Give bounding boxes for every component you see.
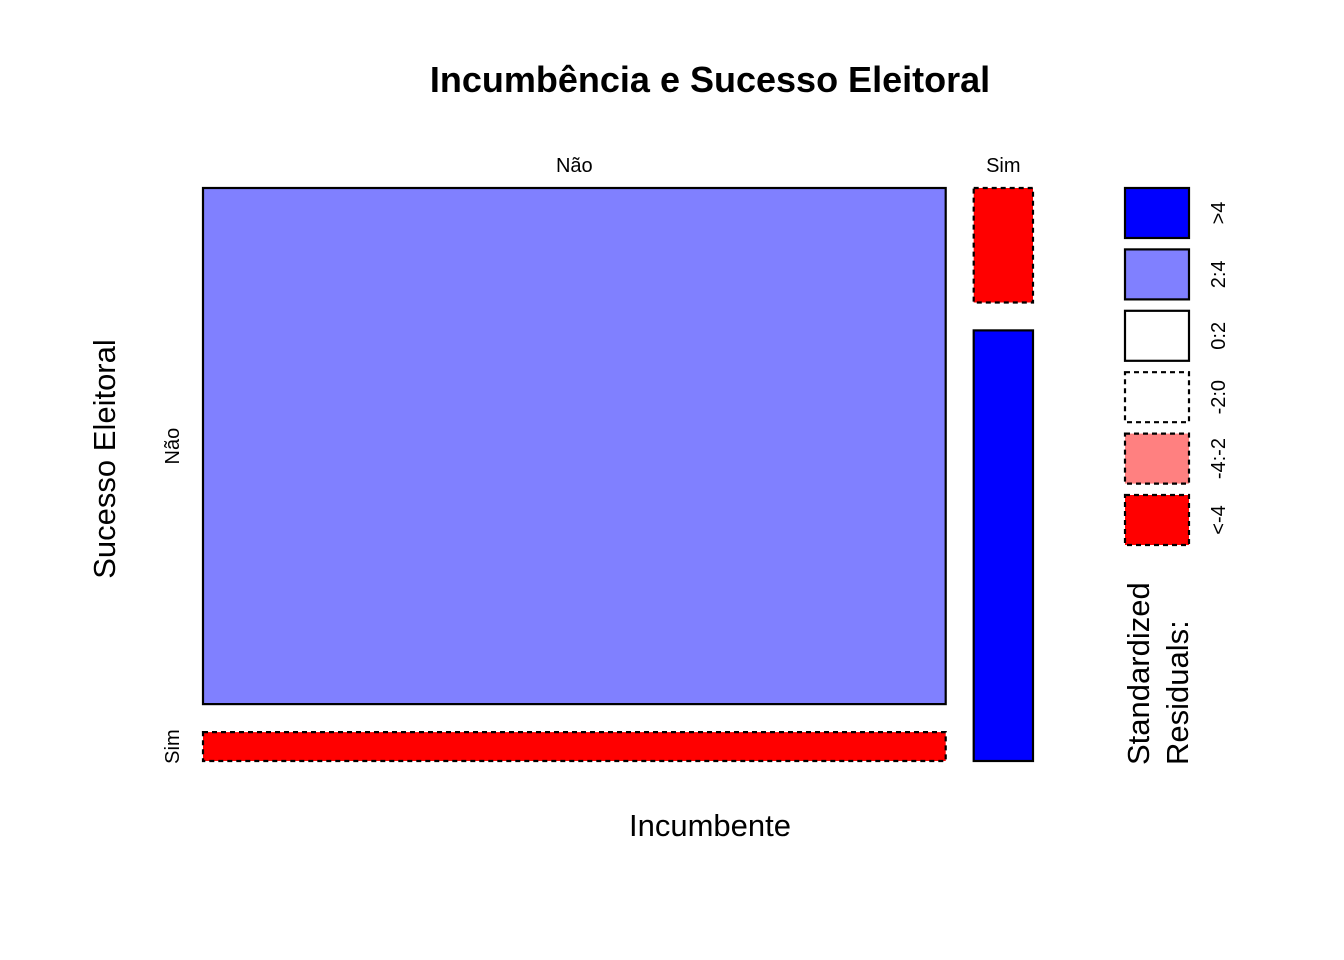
legend-label-2to4: 2:4 xyxy=(1208,260,1230,288)
legend-swatch-ltneg4 xyxy=(1123,493,1191,547)
legend-title-line-2: Residuals: xyxy=(1160,620,1195,765)
mosaic-cells xyxy=(201,186,1035,763)
legend-label-neg4toneg2: -4:-2 xyxy=(1208,438,1230,479)
x-axis-label: Incumbente xyxy=(629,808,791,843)
legend-swatch-gt4 xyxy=(1123,186,1191,240)
row-labels: Não Sim xyxy=(162,428,184,764)
legend-title-line-1: Standardized xyxy=(1121,582,1156,765)
column-label-sim: Sim xyxy=(986,155,1020,177)
row-label-nao: Não xyxy=(162,428,184,465)
cell-nao-sim xyxy=(201,730,947,763)
column-labels: Não Sim xyxy=(556,155,1021,177)
legend-label-ltneg4: <-4 xyxy=(1208,505,1230,534)
legend-label-gt4: >4 xyxy=(1208,202,1230,225)
legend-label-0to2: 0:2 xyxy=(1208,322,1230,350)
cell-sim-sim xyxy=(972,329,1035,763)
residuals-legend: Standardized Residuals: >4 2:4 0:2 -2:0 -4:-… xyxy=(1121,186,1230,765)
cell-sim-nao xyxy=(972,186,1035,304)
y-axis-label: Sucesso Eleitoral xyxy=(87,339,122,579)
legend-swatch-neg2to0 xyxy=(1123,371,1191,424)
row-label-sim: Sim xyxy=(162,729,184,763)
legend-label-neg2to0: -2:0 xyxy=(1208,380,1230,414)
cell-nao-nao xyxy=(201,186,947,706)
chart-title: Incumbência e Sucesso Eleitoral xyxy=(430,59,990,100)
legend-swatch-2to4 xyxy=(1123,248,1191,301)
legend-swatch-0to2 xyxy=(1123,309,1191,362)
legend-swatch-neg4toneg2 xyxy=(1123,432,1191,485)
column-label-nao: Não xyxy=(556,155,593,177)
